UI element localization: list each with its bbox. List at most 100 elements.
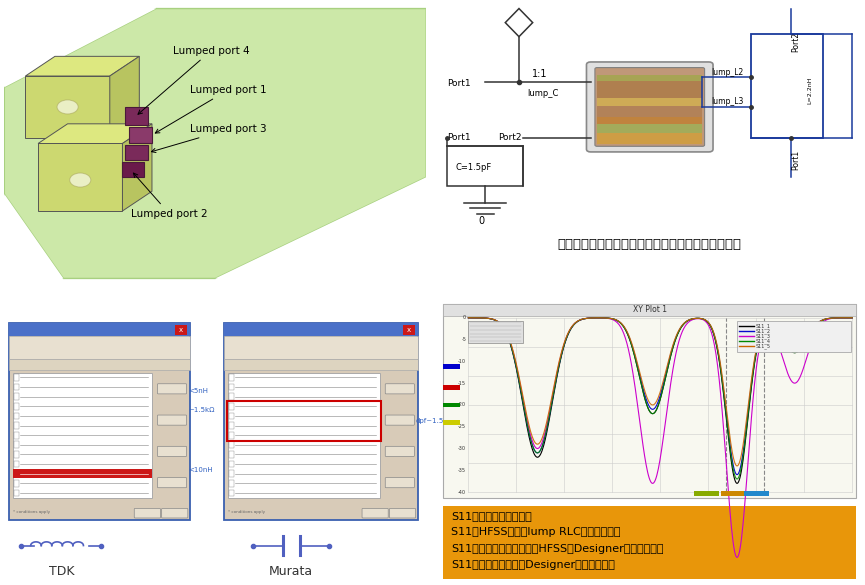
FancyBboxPatch shape — [14, 460, 19, 467]
FancyBboxPatch shape — [228, 480, 234, 487]
FancyBboxPatch shape — [228, 403, 234, 409]
FancyBboxPatch shape — [162, 508, 188, 518]
Text: lump_L3: lump_L3 — [711, 97, 743, 106]
Bar — [123, 162, 144, 177]
FancyBboxPatch shape — [157, 384, 187, 394]
FancyBboxPatch shape — [14, 432, 19, 439]
Text: S11_2: S11_2 — [756, 328, 771, 333]
Text: ~1.5kΩ: ~1.5kΩ — [188, 407, 215, 413]
FancyBboxPatch shape — [224, 336, 418, 359]
FancyBboxPatch shape — [228, 422, 234, 429]
Text: XY Plot 1: XY Plot 1 — [633, 305, 667, 314]
Text: Lumped port 4: Lumped port 4 — [138, 46, 250, 114]
FancyBboxPatch shape — [694, 491, 719, 496]
Text: S11_3: S11_3 — [756, 333, 771, 339]
Bar — [598, 125, 702, 133]
FancyBboxPatch shape — [157, 477, 187, 488]
Text: Port1: Port1 — [791, 150, 800, 170]
FancyBboxPatch shape — [362, 508, 388, 518]
FancyBboxPatch shape — [14, 422, 19, 429]
Circle shape — [70, 173, 91, 187]
Text: Lumped port 1: Lumped port 1 — [156, 85, 266, 133]
Polygon shape — [25, 56, 139, 76]
Polygon shape — [38, 124, 152, 143]
Text: S11_1: S11_1 — [756, 323, 771, 329]
FancyBboxPatch shape — [157, 415, 187, 425]
Polygon shape — [110, 56, 139, 138]
FancyBboxPatch shape — [224, 359, 418, 370]
Text: x: x — [179, 327, 183, 333]
FancyBboxPatch shape — [14, 403, 19, 409]
FancyBboxPatch shape — [14, 490, 19, 496]
FancyBboxPatch shape — [224, 324, 418, 520]
Text: <10nH: <10nH — [188, 467, 213, 473]
Polygon shape — [4, 194, 63, 284]
FancyBboxPatch shape — [385, 415, 414, 425]
Bar — [598, 98, 702, 106]
FancyBboxPatch shape — [9, 324, 190, 520]
Text: -30: -30 — [458, 446, 466, 451]
FancyBboxPatch shape — [389, 508, 415, 518]
Text: 0: 0 — [463, 315, 466, 321]
Text: S11_4: S11_4 — [756, 338, 771, 344]
Bar — [598, 75, 702, 81]
Bar — [129, 126, 152, 143]
Bar — [598, 81, 702, 98]
Polygon shape — [4, 3, 157, 87]
Text: Lumped port 2: Lumped port 2 — [131, 173, 208, 219]
FancyBboxPatch shape — [14, 412, 19, 419]
Bar — [598, 133, 702, 144]
Text: Murata: Murata — [269, 565, 313, 578]
FancyBboxPatch shape — [9, 359, 190, 370]
Text: Lumped port 3: Lumped port 3 — [151, 124, 266, 153]
Polygon shape — [123, 124, 152, 211]
Text: -25: -25 — [458, 424, 466, 429]
FancyBboxPatch shape — [595, 68, 705, 146]
Bar — [125, 145, 148, 160]
Text: 1:1: 1:1 — [532, 69, 548, 79]
Text: dpf~1.5pF: dpf~1.5pF — [415, 418, 452, 424]
Text: x: x — [407, 327, 411, 333]
Text: Port2: Port2 — [498, 133, 522, 142]
FancyBboxPatch shape — [14, 393, 19, 400]
Text: -15: -15 — [458, 381, 466, 386]
Text: S11为HFSS中使用lump RLC边界仿真结果: S11为HFSS中使用lump RLC边界仿真结果 — [452, 527, 621, 537]
Text: * conditions apply: * conditions apply — [227, 510, 265, 514]
Text: -35: -35 — [458, 468, 466, 473]
FancyBboxPatch shape — [228, 470, 234, 477]
FancyBboxPatch shape — [14, 480, 19, 487]
Text: S11_5: S11_5 — [756, 343, 771, 349]
Text: C=1.5pF: C=1.5pF — [456, 163, 492, 172]
FancyBboxPatch shape — [228, 412, 234, 419]
FancyBboxPatch shape — [443, 364, 460, 369]
FancyBboxPatch shape — [385, 477, 414, 488]
Text: -5: -5 — [461, 337, 466, 342]
FancyBboxPatch shape — [227, 373, 380, 498]
Text: <5nH: <5nH — [188, 388, 208, 394]
FancyBboxPatch shape — [228, 432, 234, 439]
Text: S11为未加入匹配前结果: S11为未加入匹配前结果 — [452, 511, 532, 521]
FancyBboxPatch shape — [586, 62, 713, 152]
Text: * conditions apply: * conditions apply — [13, 510, 50, 514]
FancyBboxPatch shape — [176, 325, 187, 335]
FancyBboxPatch shape — [14, 442, 19, 448]
Text: Port2: Port2 — [791, 32, 800, 52]
Text: lump_L2: lump_L2 — [711, 68, 743, 77]
FancyBboxPatch shape — [228, 490, 234, 496]
FancyBboxPatch shape — [443, 386, 460, 390]
FancyBboxPatch shape — [13, 469, 152, 479]
FancyBboxPatch shape — [468, 321, 523, 343]
FancyBboxPatch shape — [385, 446, 414, 456]
FancyBboxPatch shape — [14, 470, 19, 477]
FancyBboxPatch shape — [134, 508, 160, 518]
FancyBboxPatch shape — [228, 451, 234, 458]
FancyBboxPatch shape — [228, 393, 234, 400]
Text: L=2.2nH: L=2.2nH — [808, 76, 812, 104]
FancyBboxPatch shape — [443, 402, 460, 407]
FancyBboxPatch shape — [228, 374, 234, 381]
Text: -40: -40 — [458, 490, 466, 494]
Text: TDK: TDK — [48, 565, 74, 578]
Text: lump_C: lump_C — [528, 89, 559, 98]
FancyBboxPatch shape — [737, 321, 851, 352]
Polygon shape — [505, 9, 533, 37]
